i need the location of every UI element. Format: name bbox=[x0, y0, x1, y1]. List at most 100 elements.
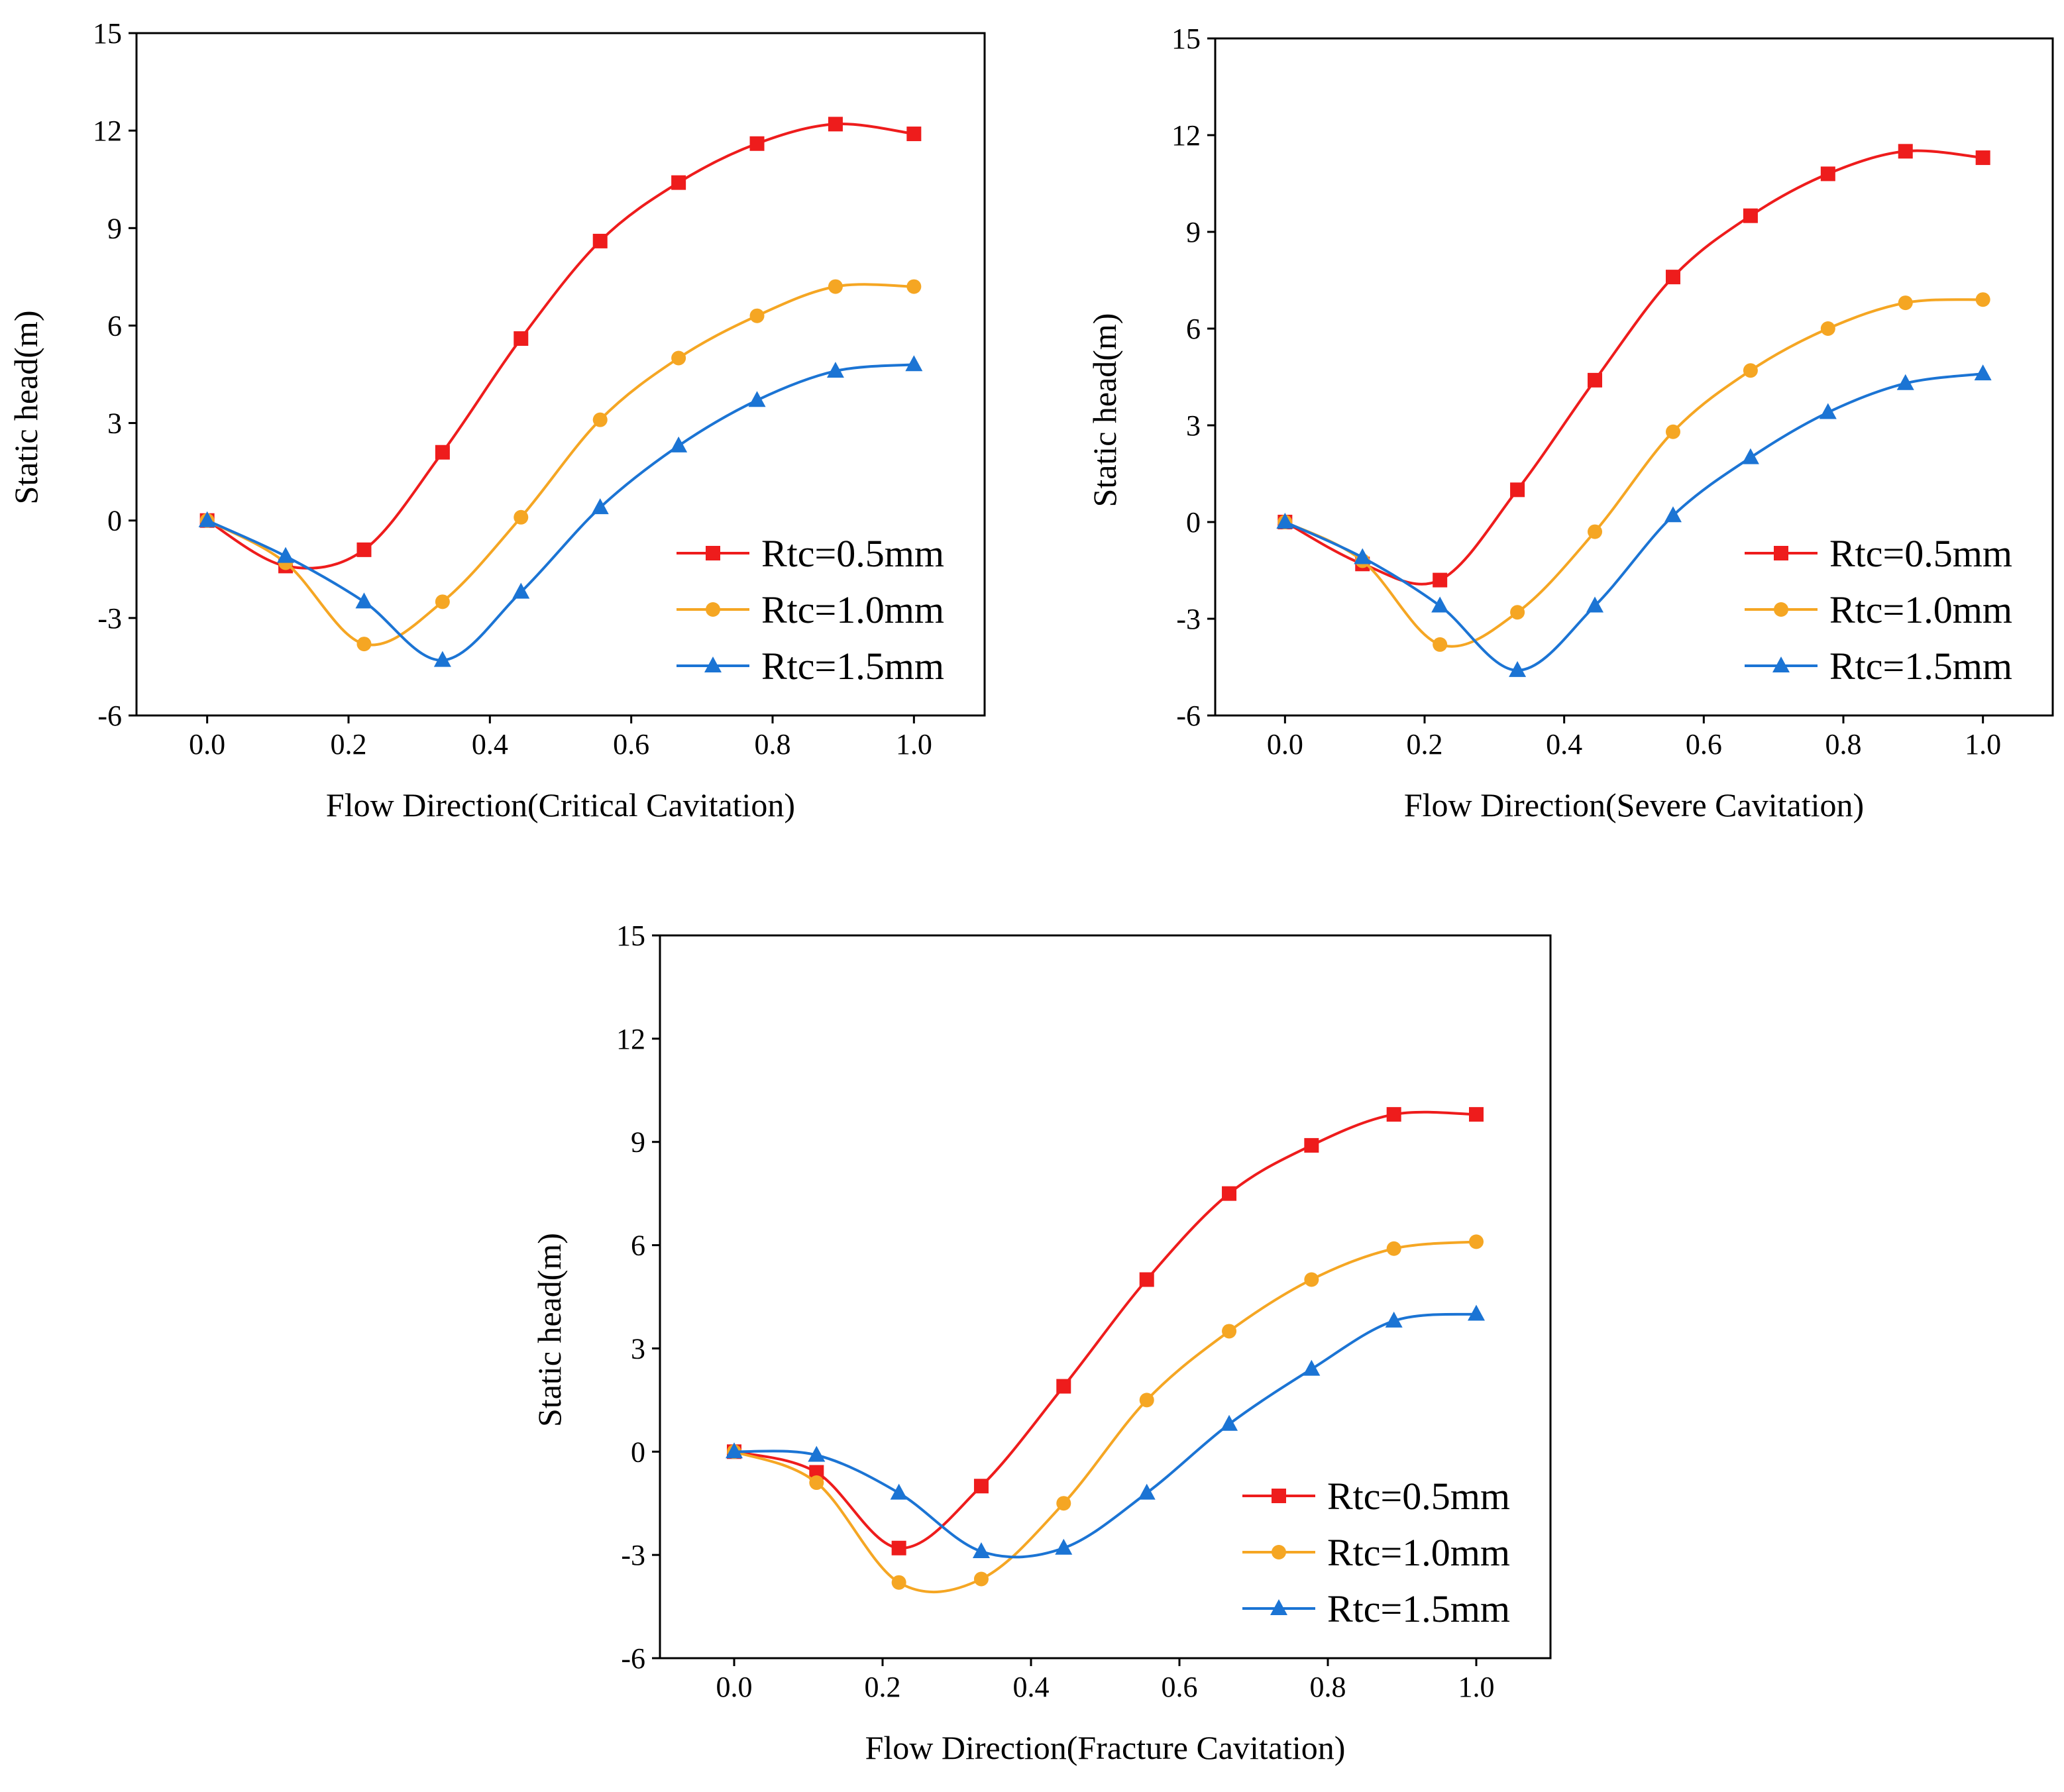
x-tick-label: 0.2 bbox=[1407, 728, 1443, 761]
data-point bbox=[906, 127, 922, 142]
data-point bbox=[1386, 1107, 1401, 1122]
chart-critical-cavitation: -6 -3 0 3 6 9 12 15 0.0 0.2 0.4 0.6 0.8 1.0 Flow Direc… bbox=[7, 17, 986, 823]
data-point bbox=[828, 117, 843, 132]
data-point bbox=[1975, 150, 1990, 166]
legend-marker bbox=[1272, 1545, 1286, 1559]
data-point bbox=[890, 1483, 908, 1500]
x-tick-label: 0.4 bbox=[1013, 1671, 1050, 1703]
y-tick-label: -3 bbox=[1176, 603, 1201, 635]
data-point bbox=[1276, 513, 1294, 529]
data-point bbox=[726, 1442, 743, 1459]
series-line bbox=[205, 363, 916, 662]
y-tick-label: 15 bbox=[616, 920, 645, 952]
data-point bbox=[891, 1575, 906, 1590]
data-point bbox=[356, 542, 372, 557]
data-point bbox=[1896, 374, 1914, 390]
y-tick-label: 6 bbox=[107, 309, 122, 342]
data-point bbox=[905, 355, 923, 372]
data-point bbox=[1665, 424, 1680, 439]
x-axis-title: Flow Direction(Severe Cavitation) bbox=[1404, 786, 1864, 823]
data-point bbox=[1665, 270, 1680, 285]
legend-marker bbox=[1272, 1489, 1286, 1503]
data-point bbox=[972, 1542, 990, 1558]
data-point bbox=[198, 511, 216, 527]
data-point bbox=[1056, 1496, 1071, 1511]
data-point bbox=[1433, 572, 1448, 588]
legend-label: Rtc=0.5mm bbox=[1327, 1475, 1510, 1518]
y-tick-label: 15 bbox=[93, 17, 122, 50]
data-point bbox=[1304, 1272, 1319, 1287]
data-point bbox=[671, 175, 686, 190]
data-point bbox=[749, 308, 765, 323]
x-tick-label: 0.8 bbox=[1310, 1671, 1346, 1703]
data-point bbox=[1819, 403, 1837, 419]
x-tick-label: 0.0 bbox=[189, 728, 225, 761]
series-line bbox=[1283, 149, 1984, 586]
data-point bbox=[592, 412, 608, 427]
legend-label: Rtc=1.0mm bbox=[1829, 588, 2012, 631]
data-point bbox=[828, 279, 843, 294]
legend-label: Rtc=0.5mm bbox=[1829, 532, 2012, 575]
legend-label: Rtc=1.0mm bbox=[761, 588, 944, 631]
data-point bbox=[1509, 660, 1527, 677]
data-point bbox=[1469, 1234, 1484, 1249]
data-point bbox=[1056, 1379, 1071, 1394]
data-point bbox=[1588, 524, 1603, 539]
data-point bbox=[1898, 144, 1913, 159]
data-point bbox=[1222, 1324, 1237, 1339]
series-line bbox=[205, 123, 916, 570]
plot-frame bbox=[135, 32, 986, 717]
legend-marker bbox=[1774, 602, 1788, 617]
y-axis-title: Static head(m) bbox=[7, 311, 44, 505]
series-line bbox=[733, 1110, 1478, 1550]
legend-marker bbox=[1774, 546, 1788, 560]
data-point bbox=[1221, 1414, 1238, 1431]
x-tick-label: 0.6 bbox=[613, 728, 649, 761]
y-axis-title: Static head(m) bbox=[531, 1233, 568, 1427]
data-point bbox=[512, 582, 530, 599]
y-axis-title: Static head(m) bbox=[1086, 313, 1123, 507]
data-point bbox=[1588, 372, 1603, 388]
data-point bbox=[809, 1475, 824, 1491]
y-tick-label: 15 bbox=[1171, 23, 1201, 55]
legend-label: Rtc=1.5mm bbox=[1829, 645, 2012, 688]
data-point bbox=[1510, 482, 1525, 498]
plot-frame bbox=[1214, 37, 2054, 717]
data-point bbox=[1586, 596, 1604, 613]
x-axis-title: Flow Direction(Critical Cavitation) bbox=[326, 786, 795, 823]
legend-marker bbox=[704, 657, 722, 672]
x-tick-label: 0.4 bbox=[1546, 728, 1582, 761]
data-point bbox=[973, 1571, 989, 1587]
data-point bbox=[355, 592, 373, 609]
y-tick-label: 12 bbox=[616, 1023, 645, 1055]
data-point bbox=[1468, 1304, 1485, 1321]
x-tick-label: 0.6 bbox=[1162, 1671, 1198, 1703]
series-line bbox=[733, 1240, 1478, 1594]
data-point bbox=[1138, 1483, 1156, 1500]
data-point bbox=[906, 279, 922, 294]
y-tick-label: 0 bbox=[1186, 506, 1201, 539]
legend-marker bbox=[1270, 1599, 1287, 1615]
chart-severe-cavitation: -6 -3 0 3 6 9 12 15 0.0 0.2 0.4 0.6 0.8 1.0 Flow Direc… bbox=[1086, 23, 2054, 823]
data-point bbox=[435, 445, 450, 460]
y-tick-label: 6 bbox=[631, 1230, 645, 1262]
data-point bbox=[1820, 166, 1835, 182]
x-tick-label: 0.8 bbox=[1825, 728, 1862, 761]
series-line bbox=[1283, 372, 1984, 672]
data-point bbox=[1431, 596, 1449, 613]
y-tick-label: -3 bbox=[621, 1539, 645, 1571]
x-tick-label: 1.0 bbox=[1458, 1671, 1495, 1703]
data-point bbox=[514, 509, 529, 525]
data-point bbox=[1743, 363, 1758, 378]
x-tick-label: 0.2 bbox=[331, 728, 367, 761]
data-point bbox=[1664, 506, 1682, 523]
data-point bbox=[826, 362, 844, 378]
x-tick-label: 1.0 bbox=[896, 728, 932, 761]
data-point bbox=[1139, 1393, 1154, 1408]
data-point bbox=[1975, 292, 1990, 307]
data-point bbox=[1433, 637, 1448, 652]
data-point bbox=[1469, 1107, 1484, 1122]
legend-label: Rtc=1.5mm bbox=[1327, 1587, 1510, 1630]
series-line bbox=[733, 1312, 1478, 1559]
data-point bbox=[749, 136, 765, 151]
